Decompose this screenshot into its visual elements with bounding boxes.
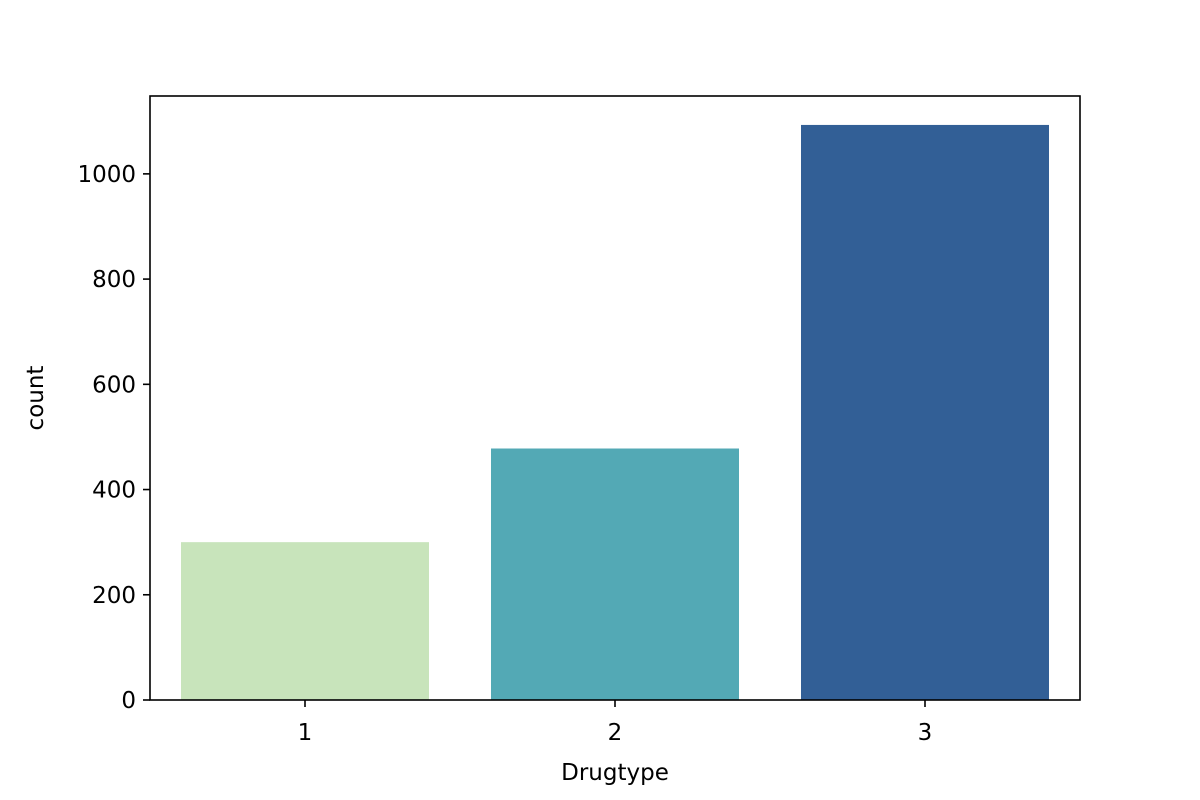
x-tick-label: 3 bbox=[918, 720, 933, 746]
bar-2 bbox=[491, 448, 739, 700]
y-tick-label: 0 bbox=[121, 688, 136, 714]
x-axis-ticks: 1 2 3 bbox=[298, 700, 933, 746]
y-tick-label: 400 bbox=[92, 478, 136, 504]
y-tick-label: 200 bbox=[92, 583, 136, 609]
y-axis-ticks: 0 200 400 600 800 1000 bbox=[77, 162, 150, 714]
y-tick-label: 800 bbox=[92, 267, 136, 293]
x-tick-label: 2 bbox=[608, 720, 623, 746]
bars-group bbox=[181, 124, 1049, 701]
bar-3 bbox=[801, 124, 1049, 701]
bar-1 bbox=[181, 542, 429, 700]
x-tick-label: 1 bbox=[298, 720, 313, 746]
y-axis-label: count bbox=[23, 366, 49, 431]
x-axis-label: Drugtype bbox=[561, 760, 669, 786]
plot-frame bbox=[149, 95, 1081, 701]
y-tick-label: 1000 bbox=[77, 162, 136, 188]
y-tick-label: 600 bbox=[92, 372, 136, 398]
